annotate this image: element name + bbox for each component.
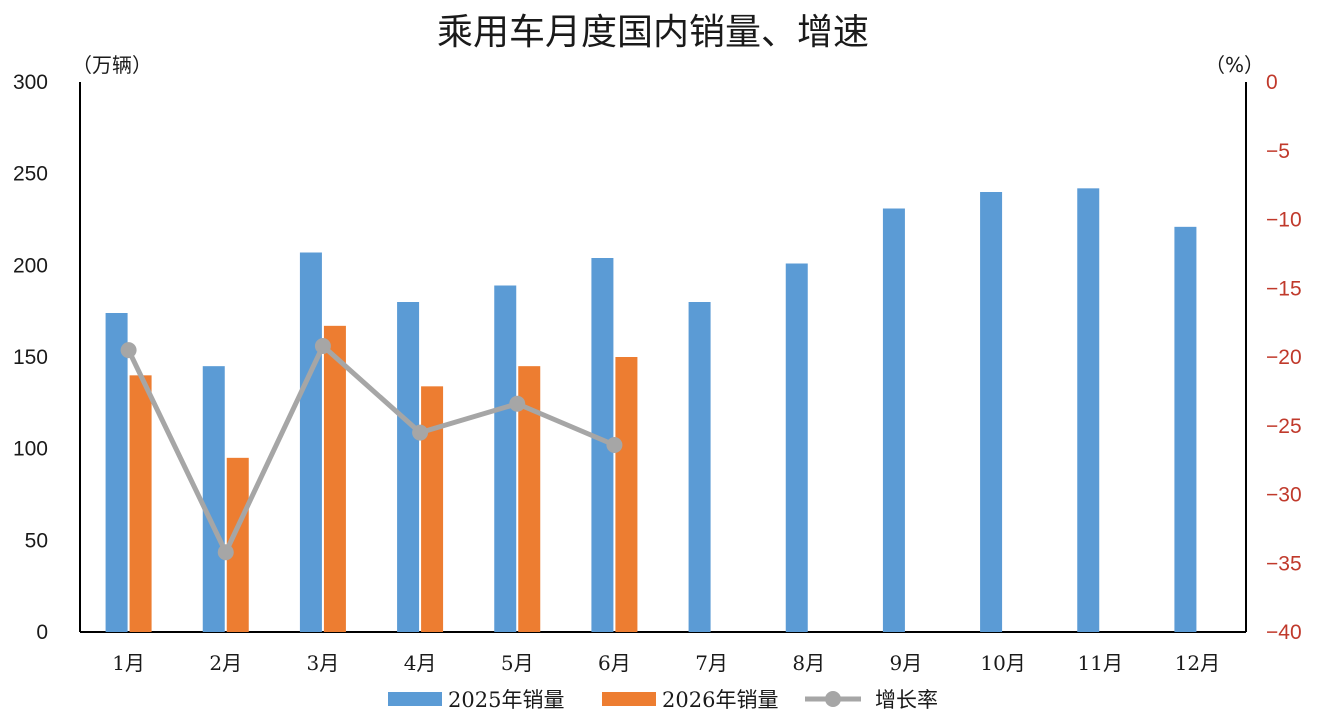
legend-2026-swatch — [602, 692, 656, 706]
legend-growth-label: 增长率 — [875, 688, 938, 712]
bar-2025 — [882, 208, 905, 632]
x-tick-label: 9月 — [890, 651, 923, 675]
x-tick-label: 11月 — [1078, 651, 1123, 675]
left-axis-unit: （万辆） — [72, 53, 152, 77]
bar-2025 — [1077, 188, 1100, 633]
axes: 0 50 100 150 200 250 300 0 −5 −10 −15 −20 −25 −30 −35 −… — [13, 71, 1302, 675]
growth-point — [412, 424, 429, 441]
bar-2025 — [591, 258, 614, 632]
growth-point — [217, 544, 234, 561]
bar-2025 — [688, 302, 711, 632]
legend-growth-swatch-marker — [825, 691, 841, 707]
right-tick-label: −30 — [1266, 484, 1302, 507]
right-axis-unit: （%） — [1205, 53, 1264, 77]
right-tick-label: −15 — [1266, 277, 1302, 300]
x-tick-label: 10月 — [980, 651, 1025, 675]
x-tick-label: 8月 — [792, 651, 825, 675]
legend: 2025年销量 2026年销量 增长率 — [388, 688, 938, 712]
left-tick-label: 100 — [13, 438, 48, 461]
right-tick-label: −10 — [1266, 209, 1302, 232]
right-tick-label: −5 — [1266, 140, 1290, 163]
x-tick-label: 4月 — [404, 651, 437, 675]
right-tick-label: −35 — [1266, 552, 1302, 575]
x-tick-label: 6月 — [598, 651, 631, 675]
x-tick-label: 2月 — [209, 651, 242, 675]
x-tick-label: 3月 — [307, 651, 340, 675]
growth-point — [120, 342, 137, 359]
bar-2025 — [202, 366, 225, 632]
growth-point — [509, 395, 526, 412]
bars — [105, 188, 1197, 633]
growth-point — [314, 338, 331, 354]
growth-line — [120, 338, 623, 561]
bar-2025 — [980, 192, 1003, 632]
left-tick-label: 300 — [13, 71, 48, 94]
bar-2025 — [785, 263, 808, 632]
right-tick-label: −40 — [1266, 621, 1302, 644]
bar-2025 — [299, 252, 322, 632]
bar-2026 — [226, 457, 249, 632]
legend-2026-label: 2026年销量 — [662, 688, 778, 712]
bar-2026 — [518, 366, 541, 632]
bar-2026 — [615, 357, 638, 632]
legend-2025-label: 2025年销量 — [448, 688, 564, 712]
bar-2025 — [397, 302, 420, 632]
bar-2026 — [323, 325, 346, 632]
growth-line-path — [126, 343, 616, 555]
left-tick-label: 150 — [13, 346, 48, 369]
left-tick-label: 200 — [13, 254, 48, 277]
legend-2025-swatch — [388, 692, 442, 706]
x-tick-label: 12月 — [1175, 651, 1220, 675]
bar-2025 — [1174, 226, 1197, 633]
bar-2026 — [421, 386, 444, 632]
bar-2025 — [494, 285, 517, 632]
x-tick-label: 5月 — [501, 651, 534, 675]
right-tick-label: 0 — [1266, 71, 1278, 94]
x-tick-label: 1月 — [112, 651, 145, 675]
bar-2025 — [105, 313, 128, 632]
left-tick-label: 0 — [36, 621, 48, 644]
right-tick-label: −20 — [1266, 346, 1302, 369]
right-tick-label: −25 — [1266, 415, 1302, 438]
bar-2026 — [129, 375, 152, 632]
x-tick-label: 7月 — [695, 651, 728, 675]
left-tick-label: 50 — [25, 529, 48, 552]
chart-title: 乘用车月度国内销量、增速 — [437, 12, 869, 53]
left-tick-label: 250 — [13, 163, 48, 186]
growth-point — [606, 437, 623, 453]
